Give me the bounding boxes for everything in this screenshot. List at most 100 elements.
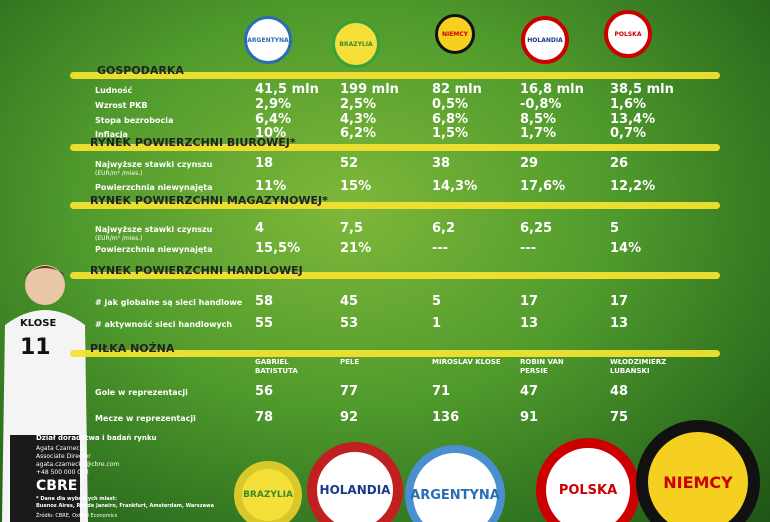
cell-value: 11% [255, 179, 287, 194]
row-label: Wzrost PKB [95, 101, 148, 110]
cell-value: 82 mln [432, 82, 482, 97]
cell-value: 1 [432, 316, 442, 331]
cell-value: 14% [610, 241, 642, 256]
row-label: Mecze w reprezentacji [95, 414, 196, 423]
row-label: Gole w reprezentacji [95, 388, 188, 397]
country-badge: NIEMCY [435, 14, 475, 54]
row-sublabel: (EUR/m² /mies.) [95, 235, 143, 242]
row-label: Ludność [95, 86, 133, 95]
cell-value: 0,7% [610, 126, 647, 141]
cell-value: 41,5 mln [255, 82, 319, 97]
player-name: GABRIEL BATISTUTA [255, 358, 298, 375]
cell-value: 45 [340, 294, 359, 309]
cell-value: 77 [340, 384, 359, 399]
section-bar [70, 350, 720, 357]
footer-badge: HOLANDIA [307, 442, 403, 522]
cell-value: -0,8% [520, 97, 562, 112]
cell-value: 52 [340, 156, 359, 171]
row-label: Najwyższe stawki czynszu [95, 225, 213, 234]
cell-value: 16,8 mln [520, 82, 584, 97]
cell-value: 13 [520, 316, 539, 331]
cell-value: 75 [610, 410, 629, 425]
row-label: Stopa bezrobocia [95, 116, 174, 125]
footer-line: Dział doradztwa i badań rynku [36, 434, 157, 442]
footer-badge: NIEMCY [636, 420, 760, 522]
cell-value: 4,3% [340, 112, 377, 127]
cell-value: 199 mln [340, 82, 399, 97]
cell-value: 6,2% [340, 126, 377, 141]
cell-value: 5 [610, 221, 620, 236]
cell-value: 2,5% [340, 97, 377, 112]
country-badge: HOLANDIA [521, 16, 569, 64]
cell-value: 29 [520, 156, 539, 171]
country-badge: BRAZYLIA [332, 20, 380, 68]
cell-value: 17 [520, 294, 539, 309]
cell-value: 1,5% [432, 126, 469, 141]
cell-value: 8,5% [520, 112, 557, 127]
cell-value: 6,4% [255, 112, 292, 127]
cell-value: 48 [610, 384, 629, 399]
cell-value: 26 [610, 156, 629, 171]
section-bar [70, 72, 720, 79]
footer-line: Agata Czarnecka [36, 445, 87, 452]
footer-source: Źródło: CBRE, Oxford Economics [36, 513, 118, 519]
footer-cities: Buenos Aires, Rio de Janeiro, Frankfurt,… [36, 503, 215, 509]
player-name: ROBIN VAN PERSIE [520, 358, 564, 375]
shirt-number: 11 [20, 335, 51, 360]
footer-badge: POLSKA [536, 438, 640, 522]
footer-line: +48 500 000 053 [36, 469, 89, 476]
player-figure [2, 265, 88, 522]
section-title: GOSPODARKA [97, 64, 184, 77]
cell-value: 47 [520, 384, 539, 399]
row-sublabel: (EUR/m² /mies.) [95, 170, 143, 177]
shirt-name: KLOSE [20, 318, 57, 329]
cell-value: 14,3% [432, 179, 478, 194]
cell-value: 53 [340, 316, 359, 331]
cell-value: 0,5% [432, 97, 469, 112]
cell-value: 58 [255, 294, 274, 309]
section-title: RYNEK POWIERZCHNI BIUROWEJ* [90, 136, 296, 149]
cell-value: 18 [255, 156, 274, 171]
row-label: Najwyższe stawki czynszu [95, 160, 213, 169]
cell-value: 1,7% [520, 126, 557, 141]
cell-value: 5 [432, 294, 442, 309]
row-label: Powierzchnia niewynajęta [95, 245, 213, 254]
cell-value: 4 [255, 221, 265, 236]
footer-line: Associate Director [36, 453, 91, 460]
cell-value: 15% [340, 179, 372, 194]
cell-value: --- [432, 241, 449, 256]
section-bar [70, 202, 720, 209]
section-bar [70, 272, 720, 279]
cell-value: 38,5 mln [610, 82, 674, 97]
player-name: PELE [340, 358, 360, 366]
cell-value: --- [520, 241, 537, 256]
footer-note: * Dane dla wybranych miast: [36, 496, 118, 502]
cell-value: 15,5% [255, 241, 301, 256]
section-title: RYNEK POWIERZCHNI MAGAZYNOWEJ* [90, 194, 328, 207]
row-label: # jak globalne są sieci handlowe [95, 298, 243, 307]
cell-value: 17 [610, 294, 629, 309]
cell-value: 13 [610, 316, 629, 331]
cell-value: 136 [432, 410, 460, 425]
cell-value: 6,8% [432, 112, 469, 127]
cell-value: 10% [255, 126, 287, 141]
cell-value: 6,25 [520, 221, 553, 236]
cell-value: 71 [432, 384, 451, 399]
country-badge: ARGENTYNA [244, 16, 292, 64]
player-name: WŁODZIMIERZ LUBAŃSKI [610, 358, 667, 375]
cell-value: 91 [520, 410, 539, 425]
footer-line: agata.czarnecka@cbre.com [36, 461, 120, 468]
section-title: PIŁKA NOŻNA [90, 342, 175, 355]
cell-value: 92 [340, 410, 359, 425]
row-label: Inflacja [95, 130, 128, 139]
footer-logo: CBRE [36, 478, 78, 494]
cell-value: 6,2 [432, 221, 456, 236]
country-badge: POLSKA [604, 10, 652, 58]
cell-value: 13,4% [610, 112, 656, 127]
cell-value: 78 [255, 410, 274, 425]
cell-value: 56 [255, 384, 274, 399]
section-bar [70, 144, 720, 151]
section-title: RYNEK POWIERZCHNI HANDLOWEJ [90, 264, 303, 277]
row-label: Powierzchnia niewynajęta [95, 183, 213, 192]
